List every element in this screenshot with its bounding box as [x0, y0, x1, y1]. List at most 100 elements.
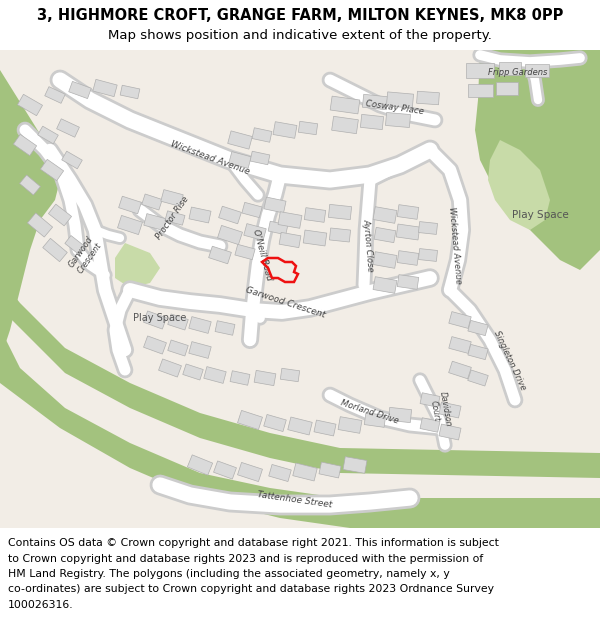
- Polygon shape: [204, 367, 226, 383]
- Polygon shape: [143, 336, 166, 354]
- Text: Play Space: Play Space: [512, 210, 568, 220]
- Polygon shape: [499, 61, 521, 74]
- Polygon shape: [209, 246, 232, 264]
- Polygon shape: [38, 126, 58, 144]
- Polygon shape: [229, 152, 251, 168]
- Polygon shape: [288, 417, 312, 435]
- Polygon shape: [338, 417, 362, 433]
- Polygon shape: [364, 412, 386, 428]
- Polygon shape: [168, 340, 188, 356]
- Polygon shape: [244, 224, 266, 241]
- Polygon shape: [397, 204, 419, 219]
- Polygon shape: [332, 116, 358, 134]
- Text: Fripp Gardens: Fripp Gardens: [488, 68, 548, 76]
- Polygon shape: [397, 274, 419, 289]
- Polygon shape: [115, 243, 160, 288]
- Polygon shape: [45, 87, 65, 103]
- Polygon shape: [264, 414, 286, 431]
- Polygon shape: [143, 311, 166, 329]
- Polygon shape: [264, 197, 286, 213]
- Polygon shape: [328, 204, 352, 219]
- Polygon shape: [40, 159, 64, 181]
- Polygon shape: [343, 457, 367, 473]
- Polygon shape: [187, 455, 212, 475]
- Text: Garwood Crescent: Garwood Crescent: [244, 285, 326, 319]
- Polygon shape: [189, 342, 211, 358]
- Polygon shape: [388, 408, 412, 422]
- Polygon shape: [158, 359, 181, 377]
- Text: HM Land Registry. The polygons (including the associated geometry, namely x, y: HM Land Registry. The polygons (includin…: [8, 569, 450, 579]
- Polygon shape: [165, 211, 185, 225]
- Polygon shape: [250, 151, 270, 165]
- Polygon shape: [189, 207, 211, 223]
- Text: Play Space: Play Space: [133, 313, 187, 323]
- Polygon shape: [168, 314, 188, 330]
- Polygon shape: [242, 202, 262, 217]
- Polygon shape: [218, 226, 242, 244]
- Polygon shape: [254, 371, 276, 386]
- Text: to Crown copyright and database rights 2023 and is reproduced with the permissio: to Crown copyright and database rights 2…: [8, 554, 483, 564]
- Polygon shape: [62, 151, 82, 169]
- Polygon shape: [0, 328, 600, 528]
- Polygon shape: [235, 244, 255, 259]
- Polygon shape: [303, 230, 327, 246]
- Polygon shape: [142, 194, 162, 210]
- Text: Wickstead Avenue: Wickstead Avenue: [169, 139, 251, 176]
- Polygon shape: [183, 364, 203, 380]
- Polygon shape: [69, 81, 91, 99]
- Text: co-ordinates) are subject to Crown copyright and database rights 2023 Ordnance S: co-ordinates) are subject to Crown copyr…: [8, 584, 494, 594]
- Polygon shape: [280, 368, 299, 382]
- Polygon shape: [418, 249, 437, 261]
- Polygon shape: [218, 206, 241, 224]
- Polygon shape: [119, 196, 142, 214]
- Polygon shape: [227, 131, 253, 149]
- Text: Ayrton Close: Ayrton Close: [361, 218, 375, 272]
- Text: Morland Drive: Morland Drive: [340, 398, 400, 426]
- Polygon shape: [144, 214, 166, 231]
- Polygon shape: [189, 317, 211, 333]
- Polygon shape: [386, 92, 413, 108]
- Polygon shape: [0, 278, 600, 478]
- Polygon shape: [449, 361, 472, 379]
- Text: Davidson
Court: Davidson Court: [427, 391, 452, 429]
- Text: Tattenhoe Street: Tattenhoe Street: [257, 490, 333, 510]
- Polygon shape: [20, 175, 40, 195]
- Polygon shape: [475, 50, 600, 270]
- Polygon shape: [496, 81, 518, 94]
- Polygon shape: [238, 411, 262, 429]
- Polygon shape: [278, 212, 302, 228]
- Polygon shape: [418, 222, 437, 234]
- Polygon shape: [467, 84, 493, 96]
- Text: Contains OS data © Crown copyright and database right 2021. This information is : Contains OS data © Crown copyright and d…: [8, 538, 499, 548]
- Polygon shape: [449, 312, 471, 328]
- Polygon shape: [65, 236, 85, 254]
- Polygon shape: [120, 85, 140, 99]
- Polygon shape: [397, 251, 419, 266]
- Polygon shape: [230, 371, 250, 385]
- Polygon shape: [215, 321, 235, 335]
- Text: Wickstead Avenue: Wickstead Avenue: [447, 206, 463, 284]
- Text: Cosway Place: Cosway Place: [365, 99, 425, 116]
- Text: Garwood
Crescent: Garwood Crescent: [67, 235, 103, 275]
- Polygon shape: [252, 127, 272, 142]
- Polygon shape: [268, 221, 288, 235]
- Polygon shape: [466, 62, 494, 78]
- Polygon shape: [361, 114, 383, 129]
- Polygon shape: [385, 112, 410, 128]
- Polygon shape: [49, 204, 71, 226]
- Text: O'Neill Road: O'Neill Road: [251, 228, 273, 282]
- Polygon shape: [373, 207, 397, 223]
- Polygon shape: [525, 64, 549, 76]
- Polygon shape: [468, 321, 488, 336]
- Text: Proctor Rise: Proctor Rise: [154, 195, 190, 241]
- Polygon shape: [273, 122, 297, 138]
- Polygon shape: [56, 119, 79, 138]
- Polygon shape: [560, 50, 600, 90]
- Polygon shape: [298, 121, 317, 135]
- Polygon shape: [468, 370, 488, 386]
- Polygon shape: [0, 50, 60, 360]
- Polygon shape: [362, 94, 388, 110]
- Polygon shape: [214, 461, 236, 479]
- Polygon shape: [269, 464, 291, 481]
- Polygon shape: [238, 462, 262, 482]
